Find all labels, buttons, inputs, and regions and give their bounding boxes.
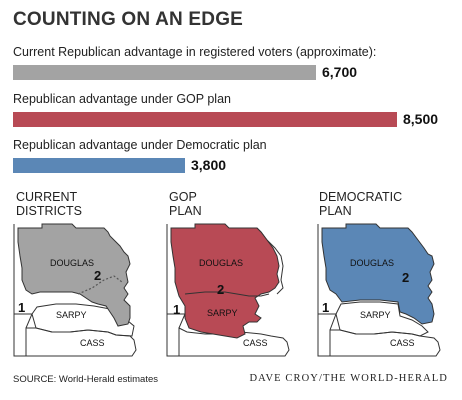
cass-county-outline — [329, 329, 441, 357]
map-democratic-plan: DOUGLAS SARPY CASS 1 2 — [317, 223, 441, 357]
district-1-outline — [13, 224, 33, 357]
map-title-line: DISTRICTS — [16, 204, 82, 218]
map-title-line: DEMOCRATIC — [319, 190, 403, 204]
map-title-line: PLAN — [319, 204, 352, 218]
map-title-line: CURRENT — [16, 190, 78, 204]
bar-value-label: 6,700 — [322, 64, 358, 80]
district-number-1: 1 — [322, 300, 329, 315]
county-label-douglas: DOUGLAS — [50, 258, 94, 268]
chart-title: COUNTING ON AN EDGE — [13, 9, 244, 30]
bar-value-label: 3,800 — [191, 157, 227, 173]
district-1-outline — [166, 224, 186, 357]
county-label-sarpy: SARPY — [360, 310, 391, 320]
credit-line: DAVE CROY/THE WORLD-HERALD — [249, 373, 448, 384]
county-label-douglas: DOUGLAS — [350, 258, 394, 268]
map-title-gop: GOP PLAN — [169, 190, 202, 218]
cass-county-outline — [178, 327, 290, 357]
district-2-shape — [17, 223, 131, 327]
district-1-outline — [317, 224, 337, 357]
county-label-sarpy: SARPY — [207, 308, 238, 318]
county-label-cass: CASS — [243, 338, 268, 348]
district-1-area — [13, 224, 33, 357]
district-number-2: 2 — [94, 268, 101, 283]
district-number-2: 2 — [402, 270, 409, 285]
district-boundary-dotted — [77, 275, 123, 295]
district-2-shape — [170, 223, 280, 339]
map-gop-plan: DOUGLAS SARPY CASS 1 2 — [166, 223, 290, 357]
county-label-sarpy: SARPY — [56, 310, 87, 320]
bar-label: Republican advantage under GOP plan — [13, 92, 231, 106]
bar — [13, 112, 397, 127]
county-label-cass: CASS — [390, 338, 415, 348]
cass-county-outline — [25, 327, 137, 357]
district-2-shape — [321, 223, 435, 325]
bar-label: Current Republican advantage in register… — [13, 45, 377, 59]
district-number-1: 1 — [173, 302, 180, 317]
map-title-current: CURRENT DISTRICTS — [16, 190, 82, 218]
district-number-1: 1 — [18, 300, 25, 315]
bar — [13, 65, 316, 80]
county-label-cass: CASS — [80, 338, 105, 348]
map-title-line: GOP — [169, 190, 197, 204]
bar-label: Republican advantage under Democratic pl… — [13, 138, 267, 152]
map-current-districts: DOUGLAS SARPY CASS 1 2 — [13, 223, 137, 357]
district-number-2: 2 — [217, 282, 224, 297]
source-note: SOURCE: World-Herald estimates — [13, 374, 159, 385]
county-label-douglas: DOUGLAS — [199, 258, 243, 268]
county-outlines — [329, 301, 441, 357]
map-title-democratic: DEMOCRATIC PLAN — [319, 190, 402, 218]
bar-value-label: 8,500 — [403, 111, 439, 127]
county-outlines — [25, 303, 137, 357]
bar — [13, 158, 185, 173]
county-line-douglas-sarpy — [184, 291, 270, 297]
map-title-line: PLAN — [169, 204, 202, 218]
